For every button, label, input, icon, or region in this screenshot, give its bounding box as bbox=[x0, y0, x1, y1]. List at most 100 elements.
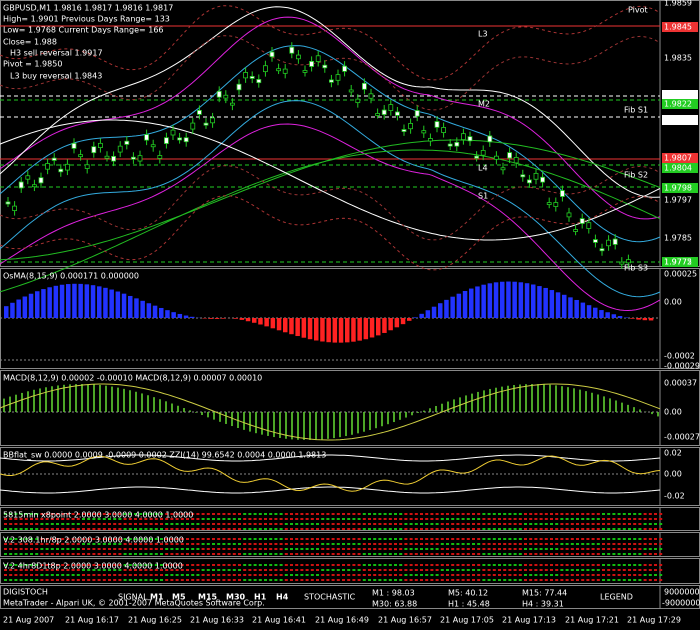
candle-body bbox=[45, 163, 50, 170]
signal-dot bbox=[66, 513, 70, 515]
signal-dot bbox=[518, 569, 522, 571]
signal-dot bbox=[529, 518, 533, 520]
signal-dot bbox=[149, 548, 153, 550]
signal-dot bbox=[477, 553, 481, 555]
signal-dot bbox=[607, 553, 611, 555]
signal-dot bbox=[654, 513, 657, 515]
signal-dot bbox=[227, 548, 231, 550]
signal-dot bbox=[368, 569, 371, 571]
signal-dot bbox=[186, 518, 189, 520]
signal-dot bbox=[503, 538, 507, 540]
signal-dot bbox=[30, 548, 33, 550]
signal-dot bbox=[45, 518, 49, 520]
signal-dot bbox=[97, 513, 101, 515]
signal-dot bbox=[50, 548, 54, 550]
signal-dot bbox=[331, 569, 335, 571]
signal-dot bbox=[466, 528, 470, 530]
candle-body bbox=[256, 79, 262, 84]
signal-dot bbox=[347, 579, 351, 581]
signal-dot bbox=[243, 548, 247, 550]
signal-dot bbox=[212, 569, 215, 571]
signal-dot bbox=[61, 569, 65, 571]
signal-dot bbox=[196, 513, 200, 515]
signal-dot bbox=[518, 564, 522, 566]
signal-dot bbox=[66, 579, 70, 581]
osma-bar bbox=[425, 310, 431, 318]
osma-bar bbox=[183, 315, 189, 318]
signal-dot bbox=[357, 523, 361, 525]
time-label: 21 Aug 16:17 bbox=[65, 616, 119, 625]
signal-dot bbox=[191, 538, 195, 540]
signal-dot bbox=[409, 513, 413, 515]
signal-dot bbox=[586, 579, 590, 581]
signal-dot bbox=[570, 574, 574, 576]
signal-dot bbox=[420, 528, 423, 530]
signal-dot bbox=[581, 574, 585, 576]
signal-dot bbox=[97, 518, 101, 520]
signal-dot bbox=[201, 553, 205, 555]
signal-dot bbox=[170, 579, 174, 581]
footer-label: LEGEND bbox=[600, 593, 633, 602]
osma-bar bbox=[66, 284, 71, 318]
signal-dot bbox=[40, 579, 44, 581]
signal-dot bbox=[482, 523, 486, 525]
osma-bar bbox=[78, 283, 83, 318]
signal-dot bbox=[258, 553, 262, 555]
signal-dot bbox=[643, 574, 647, 576]
signal-dot bbox=[336, 538, 340, 540]
signal-dot bbox=[108, 553, 111, 555]
signal-dot bbox=[108, 564, 111, 566]
signal-dot bbox=[154, 553, 158, 555]
signal-dot bbox=[612, 523, 616, 525]
signal-dot bbox=[24, 579, 28, 581]
signal-dot bbox=[440, 538, 444, 540]
signal-dot bbox=[435, 553, 439, 555]
signal-dot bbox=[227, 569, 231, 571]
candle-body bbox=[150, 144, 156, 148]
signal-dot bbox=[71, 564, 75, 566]
osma-bar bbox=[419, 313, 424, 318]
signal-dot bbox=[591, 553, 595, 555]
signal-dot bbox=[508, 513, 512, 515]
osma-bar bbox=[487, 283, 493, 318]
signal-dot bbox=[196, 548, 200, 550]
signal-dot bbox=[310, 548, 314, 550]
signal-dot bbox=[310, 538, 314, 540]
signal-dot bbox=[633, 538, 637, 540]
signal-dot bbox=[180, 513, 184, 515]
signal-dot bbox=[61, 543, 65, 545]
signal-dot bbox=[399, 553, 403, 555]
signal-dot bbox=[30, 528, 33, 530]
signal-dot bbox=[477, 579, 481, 581]
signal-dot bbox=[414, 564, 418, 566]
signal-dot bbox=[128, 528, 132, 530]
signal-dot bbox=[622, 523, 626, 525]
signal-dot bbox=[357, 548, 361, 550]
signal-dot bbox=[508, 538, 512, 540]
signal-dot bbox=[45, 548, 49, 550]
signal-dot bbox=[362, 553, 366, 555]
signal-dot bbox=[362, 569, 366, 571]
signal-dot bbox=[180, 538, 184, 540]
signal-dot bbox=[227, 518, 231, 520]
candle-body bbox=[262, 65, 268, 73]
signal-dot bbox=[123, 538, 127, 540]
osma-bar bbox=[276, 318, 282, 331]
panel-axis-label: -0.00029 bbox=[664, 362, 700, 371]
signal-dot bbox=[529, 569, 533, 571]
signal-dot bbox=[170, 538, 174, 540]
signal-dot bbox=[113, 574, 117, 576]
signal-dot bbox=[451, 553, 455, 555]
signal-dot bbox=[430, 579, 434, 581]
signal-dot bbox=[435, 579, 439, 581]
signal-dot bbox=[378, 538, 382, 540]
osma-bar bbox=[630, 318, 635, 319]
signal-dot bbox=[596, 538, 600, 540]
signal-dot bbox=[50, 523, 54, 525]
signal-dot bbox=[342, 513, 345, 515]
signal-dot bbox=[440, 564, 444, 566]
signal-dot bbox=[232, 564, 236, 566]
chart-label: Fib S3 bbox=[624, 264, 648, 273]
signal-dot bbox=[394, 528, 397, 530]
signal-dot bbox=[508, 528, 512, 530]
